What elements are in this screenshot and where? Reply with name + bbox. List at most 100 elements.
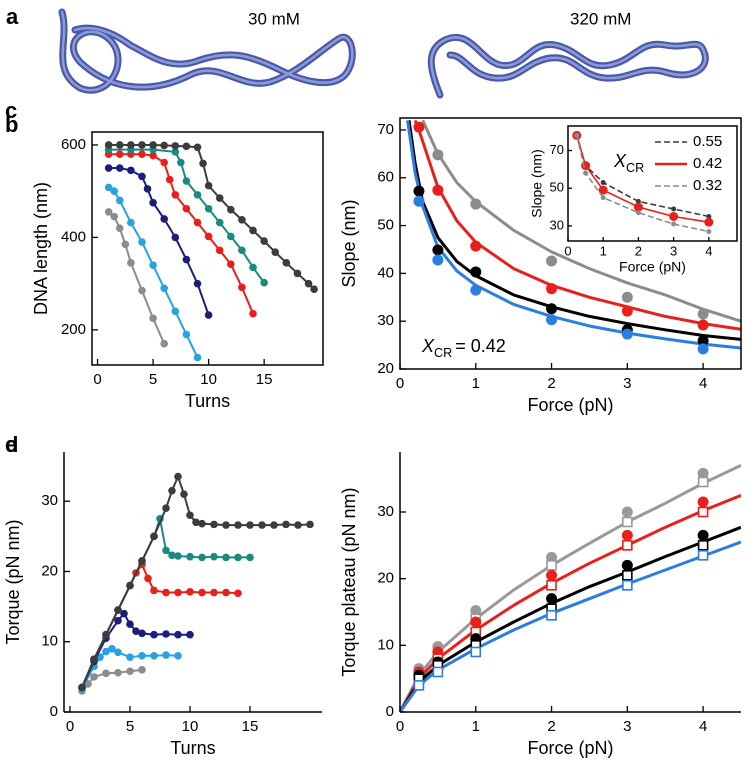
data-point — [162, 630, 170, 638]
x-tick-label: 3 — [670, 243, 677, 258]
data-point — [102, 647, 110, 656]
data-point — [149, 261, 157, 269]
data-point — [600, 180, 606, 186]
y-axis-label: Slope (nm) — [529, 149, 545, 217]
caption: 320 mM — [570, 9, 631, 28]
data-point — [546, 314, 558, 326]
data-point — [138, 666, 146, 674]
data-point — [126, 581, 134, 590]
data-point — [114, 606, 122, 614]
data-point — [193, 143, 202, 152]
chart: b 0 5 10 15 200 400 600 Turns DNA length (nm) — [5, 112, 324, 411]
data-point — [546, 569, 558, 581]
data-point — [546, 303, 558, 315]
data-point — [174, 472, 182, 481]
data-point — [246, 521, 254, 529]
data-point — [432, 184, 444, 196]
data-point — [120, 609, 128, 618]
data-point — [697, 540, 709, 551]
data-point — [621, 529, 633, 541]
data-point — [546, 560, 557, 571]
data-point — [143, 185, 152, 193]
data-point — [192, 518, 200, 527]
data-point — [126, 667, 134, 676]
data-point — [115, 196, 124, 205]
data-point — [193, 218, 202, 227]
y-tick-label: 30 — [377, 503, 394, 520]
data-line — [576, 135, 709, 233]
data-point — [204, 204, 213, 213]
data-point — [104, 208, 113, 216]
data-point — [193, 279, 202, 288]
series-group — [572, 130, 714, 235]
caption: 30 mM — [248, 9, 300, 28]
data-point — [304, 279, 313, 288]
data-point — [310, 285, 318, 293]
y-tick-label: 30 — [377, 312, 394, 329]
data-point — [697, 476, 709, 488]
axis-frame — [399, 117, 742, 370]
data-point — [102, 630, 110, 639]
data-point — [222, 588, 230, 597]
x-tick-label: 0 — [396, 375, 404, 392]
data-point — [138, 141, 146, 149]
data-point — [186, 630, 194, 639]
data-point — [149, 151, 157, 160]
data-point — [635, 210, 641, 216]
x-tick-label: 4 — [705, 243, 712, 258]
symbol: X — [613, 151, 627, 171]
data-point — [574, 132, 580, 138]
data-point — [470, 198, 482, 210]
data-point — [149, 314, 157, 323]
data-point — [182, 255, 191, 264]
y-tick-label: 600 — [61, 136, 86, 153]
x-tick-label: 10 — [200, 371, 217, 388]
data-point — [470, 266, 482, 278]
annotation: XCR — [613, 151, 644, 176]
data-point — [132, 627, 140, 635]
y-tick-label: 50 — [377, 217, 394, 234]
y-tick-label: 30 — [550, 217, 564, 232]
data-point — [150, 630, 158, 639]
data-line — [108, 143, 315, 290]
data-point — [182, 204, 191, 213]
data-point — [413, 185, 425, 197]
data-point — [138, 150, 146, 158]
data-point — [165, 175, 174, 184]
data-point — [114, 616, 122, 625]
data-point — [227, 260, 235, 269]
data-point — [149, 141, 157, 149]
x-tick-label: 1 — [472, 718, 480, 735]
data-point — [168, 486, 176, 495]
data-point — [78, 683, 86, 692]
inset-chart: 0 1 2 3 4 30 50 70 Force (pN) Slope (nm) XCR 0.55 0.… — [529, 125, 738, 275]
data-point — [115, 164, 124, 172]
data-point — [110, 212, 119, 221]
data-point — [174, 630, 182, 639]
data-point — [260, 278, 268, 287]
data-point — [215, 218, 224, 227]
data-point — [186, 588, 194, 596]
data-point — [150, 532, 158, 541]
data-line — [108, 186, 199, 359]
data-point — [413, 195, 425, 207]
data-point — [222, 521, 230, 529]
data-point — [182, 177, 191, 185]
data-point — [294, 521, 302, 529]
data-point — [470, 646, 482, 658]
dna-image-right — [427, 34, 709, 99]
legend-label: 0.32 — [693, 177, 722, 194]
data-point — [198, 519, 206, 528]
data-point — [622, 540, 633, 551]
x-tick-label: 3 — [623, 718, 631, 735]
data-point — [150, 586, 158, 595]
data-point — [177, 158, 185, 167]
dna-highlight — [60, 10, 354, 92]
data-point — [174, 588, 182, 597]
x-tick-label: 0 — [66, 718, 74, 735]
data-point — [115, 224, 124, 232]
series-group — [406, 119, 741, 355]
data-point — [227, 205, 235, 214]
